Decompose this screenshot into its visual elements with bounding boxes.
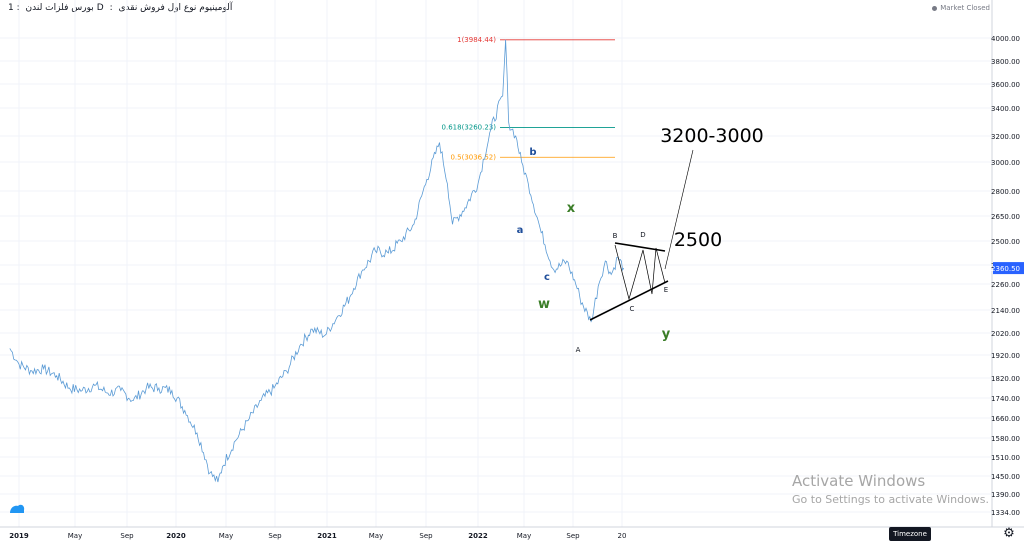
title-separator: : — [109, 3, 113, 13]
time-tick-label: May — [219, 532, 233, 540]
price-tick-label: 3400.00 — [991, 105, 1020, 113]
wave-annotation-label: w — [538, 297, 550, 312]
price-tick-label: 3200.00 — [991, 133, 1020, 141]
interval-label[interactable]: 1D — [8, 3, 104, 13]
time-tick-label: Sep — [268, 532, 282, 540]
gear-icon[interactable]: ⚙ — [1003, 526, 1015, 541]
time-tick-label: 2019 — [9, 532, 29, 540]
triangle-wave-lines — [614, 244, 666, 301]
price-tick-label: 1390.00 — [991, 491, 1020, 499]
price-tick-label: 1510.00 — [991, 454, 1020, 462]
price-tick-label: 1740.00 — [991, 395, 1020, 403]
target-projection-line — [664, 149, 694, 270]
price-tick-label: 1334.00 — [991, 509, 1020, 517]
price-axis: 4000.00 3800.00 3600.00 3400.00 3200.00 3000.… — [991, 35, 1020, 517]
market-status-label: Market Closed — [940, 4, 990, 12]
price-tick-label: 2260.00 — [991, 281, 1020, 289]
market-status: Market Closed — [932, 4, 990, 12]
price-tick-label: 3600.00 — [991, 81, 1020, 89]
time-tick-label: Sep — [419, 532, 433, 540]
price-tick-label: 3800.00 — [991, 58, 1020, 66]
wave-annotation-label: b — [529, 147, 536, 158]
time-axis: 2019 May Sep 2020 May Sep 2021 May Sep 2022 May Sep… — [9, 532, 626, 540]
price-tick-label: 1660.00 — [991, 415, 1020, 423]
price-tick-label: 2140.00 — [991, 307, 1020, 315]
time-tick-label: May — [517, 532, 531, 540]
fib-level-label: 0.5(3036.52) — [450, 153, 496, 161]
wave-annotation-label: E — [664, 286, 668, 294]
time-tick-label: 2020 — [166, 532, 186, 540]
symbol-description: آلومینیوم نوع اول فروش نقدی — [118, 3, 233, 13]
wave-annotation-label: A — [576, 346, 581, 354]
price-tick-label: 1450.00 — [991, 473, 1020, 481]
time-tick-label: May — [369, 532, 383, 540]
symbol-title-bar[interactable]: بورس فلزات لندن : 1D : آلومینیوم نوع اول… — [8, 3, 235, 17]
time-tick-label: 20 — [618, 532, 627, 540]
fib-level-label: 0.618(3260.23) — [442, 124, 497, 132]
price-series-line — [9, 39, 625, 483]
time-tick-label: 2021 — [317, 532, 337, 540]
tradingview-logo-icon[interactable] — [8, 501, 26, 515]
grid-lines — [0, 0, 992, 527]
price-tick-label: 2800.00 — [991, 188, 1020, 196]
time-tick-label: Sep — [566, 532, 580, 540]
pattern-drawings — [589, 149, 694, 321]
wave-annotation-label: 2500 — [674, 229, 722, 251]
price-tick-label: 4000.00 — [991, 35, 1020, 43]
wave-annotation-label: D — [640, 231, 645, 239]
time-tick-label: May — [68, 532, 82, 540]
title-separator: : — [16, 3, 20, 13]
symbol-name: بورس فلزات لندن — [25, 3, 94, 13]
time-tick-label: 2022 — [468, 532, 488, 540]
price-tick-label: 2650.00 — [991, 213, 1020, 221]
wave-annotation-label: a — [517, 225, 524, 236]
wave-annotation-label: c — [544, 272, 550, 283]
fib-level-label: 1(3984.44) — [457, 36, 496, 44]
last-price-label: 2360.50 — [991, 265, 1020, 273]
wave-annotation-label: y — [662, 327, 671, 342]
last-price-marker: 2360.50 — [991, 262, 1024, 275]
timezone-button[interactable]: Timezone — [889, 527, 931, 541]
price-tick-label: 1580.00 — [991, 435, 1020, 443]
fibonacci-retracement: 1(3984.44) 0.618(3260.23) 0.5(3036.52) — [442, 36, 615, 161]
wave-annotation-label: x — [567, 201, 576, 216]
activation-watermark-title: Activate Windows — [792, 472, 926, 490]
price-tick-label: 3000.00 — [991, 159, 1020, 167]
price-tick-label: 1820.00 — [991, 375, 1020, 383]
triangle-lower-trendline — [589, 280, 669, 321]
wave-annotations: b a c x w y A B C D E 3200-3000 2500 — [517, 125, 764, 354]
time-tick-label: Sep — [120, 532, 134, 540]
price-tick-label: 1920.00 — [991, 352, 1020, 360]
last-price-badge — [993, 262, 1024, 275]
status-dot-icon — [932, 5, 938, 11]
wave-annotation-label: C — [630, 305, 635, 313]
activation-watermark-subtitle: Go to Settings to activate Windows. — [792, 493, 990, 506]
price-tick-label: 2020.00 — [991, 330, 1020, 338]
wave-annotation-label: 3200-3000 — [660, 125, 764, 147]
wave-annotation-label: B — [613, 232, 618, 240]
price-tick-label: 2500.00 — [991, 238, 1020, 246]
